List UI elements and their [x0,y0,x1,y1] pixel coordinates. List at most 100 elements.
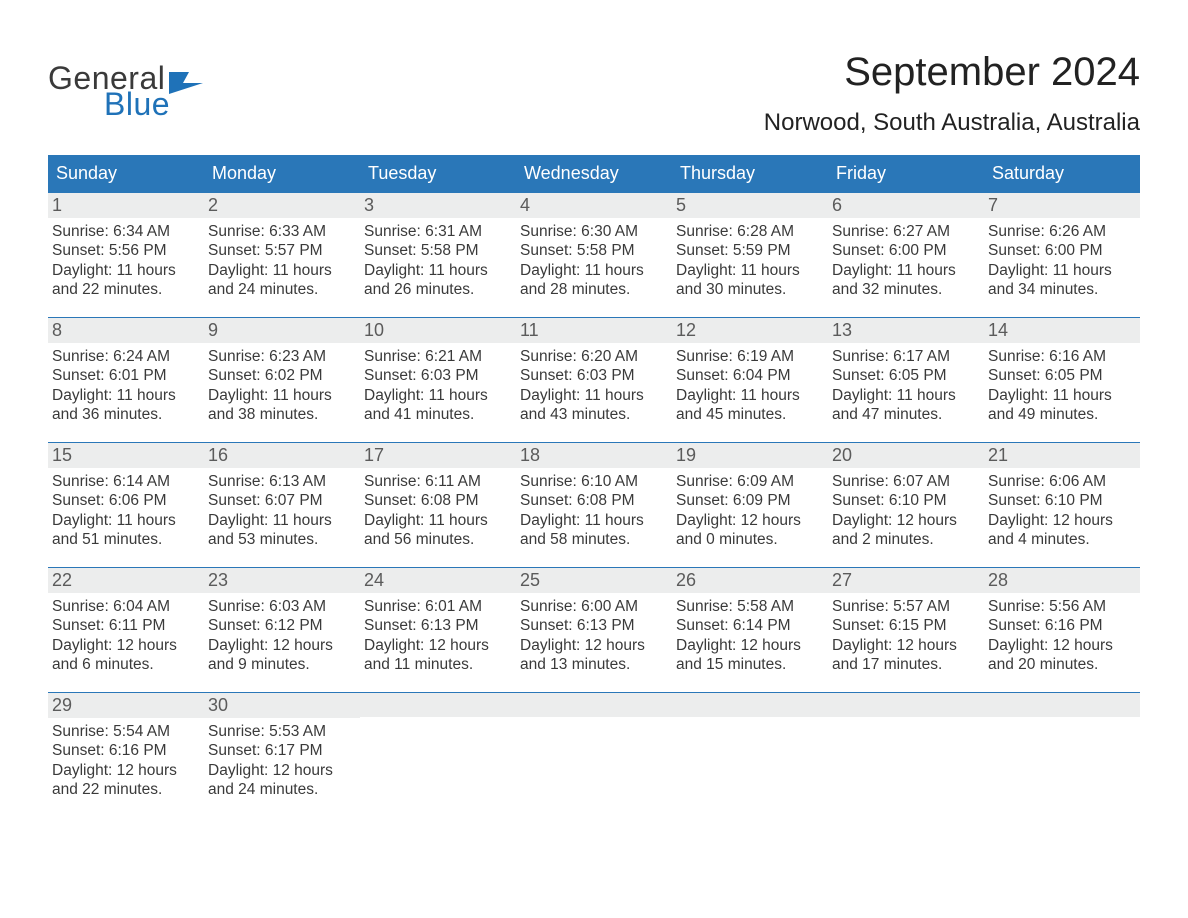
calendar-day [828,693,984,817]
sunrise-text: Sunrise: 6:19 AM [676,347,824,366]
sunrise-text: Sunrise: 6:33 AM [208,222,356,241]
calendar-day: 22Sunrise: 6:04 AMSunset: 6:11 PMDayligh… [48,568,204,692]
sunset-text: Sunset: 6:13 PM [520,616,668,635]
sunrise-text: Sunrise: 6:11 AM [364,472,512,491]
sunrise-text: Sunrise: 5:56 AM [988,597,1136,616]
day-number: 21 [984,443,1140,468]
daylight-text: Daylight: 12 hours [52,636,200,655]
sunrise-text: Sunrise: 6:24 AM [52,347,200,366]
calendar-day: 23Sunrise: 6:03 AMSunset: 6:12 PMDayligh… [204,568,360,692]
daylight-text: Daylight: 11 hours [832,386,980,405]
daylight-text: and 28 minutes. [520,280,668,299]
calendar-day: 7Sunrise: 6:26 AMSunset: 6:00 PMDaylight… [984,193,1140,317]
daylight-text: and 11 minutes. [364,655,512,674]
daylight-text: Daylight: 12 hours [364,636,512,655]
daylight-text: Daylight: 11 hours [520,386,668,405]
sunset-text: Sunset: 6:12 PM [208,616,356,635]
daylight-text: Daylight: 12 hours [988,636,1136,655]
daylight-text: and 56 minutes. [364,530,512,549]
calendar-day [984,693,1140,817]
day-number: 25 [516,568,672,593]
calendar-day: 15Sunrise: 6:14 AMSunset: 6:06 PMDayligh… [48,443,204,567]
day-number: 24 [360,568,516,593]
daylight-text: and 15 minutes. [676,655,824,674]
sunrise-text: Sunrise: 6:23 AM [208,347,356,366]
sunset-text: Sunset: 6:00 PM [832,241,980,260]
sunset-text: Sunset: 6:08 PM [364,491,512,510]
daylight-text: and 30 minutes. [676,280,824,299]
daylight-text: and 32 minutes. [832,280,980,299]
day-number: 16 [204,443,360,468]
sunset-text: Sunset: 6:00 PM [988,241,1136,260]
sunrise-text: Sunrise: 6:21 AM [364,347,512,366]
daylight-text: and 20 minutes. [988,655,1136,674]
empty-day-bar [828,693,984,717]
calendar: SundayMondayTuesdayWednesdayThursdayFrid… [48,155,1140,817]
daylight-text: Daylight: 11 hours [988,386,1136,405]
title-location: Norwood, South Australia, Australia [764,109,1140,137]
day-number: 28 [984,568,1140,593]
daylight-text: Daylight: 11 hours [208,511,356,530]
calendar-day: 6Sunrise: 6:27 AMSunset: 6:00 PMDaylight… [828,193,984,317]
calendar-day: 30Sunrise: 5:53 AMSunset: 6:17 PMDayligh… [204,693,360,817]
day-number: 7 [984,193,1140,218]
weekday-header-row: SundayMondayTuesdayWednesdayThursdayFrid… [48,155,1140,192]
calendar-day: 5Sunrise: 6:28 AMSunset: 5:59 PMDaylight… [672,193,828,317]
sunrise-text: Sunrise: 6:01 AM [364,597,512,616]
day-number: 29 [48,693,204,718]
daylight-text: and 17 minutes. [832,655,980,674]
sunrise-text: Sunrise: 6:09 AM [676,472,824,491]
daylight-text: Daylight: 12 hours [676,636,824,655]
sunrise-text: Sunrise: 6:27 AM [832,222,980,241]
calendar-day: 3Sunrise: 6:31 AMSunset: 5:58 PMDaylight… [360,193,516,317]
weekday-header: Tuesday [360,155,516,192]
sunset-text: Sunset: 6:03 PM [364,366,512,385]
sunset-text: Sunset: 5:57 PM [208,241,356,260]
daylight-text: and 22 minutes. [52,280,200,299]
day-number: 26 [672,568,828,593]
daylight-text: Daylight: 12 hours [832,636,980,655]
sunrise-text: Sunrise: 5:57 AM [832,597,980,616]
daylight-text: and 0 minutes. [676,530,824,549]
calendar-day: 18Sunrise: 6:10 AMSunset: 6:08 PMDayligh… [516,443,672,567]
sunrise-text: Sunrise: 6:13 AM [208,472,356,491]
calendar-day: 27Sunrise: 5:57 AMSunset: 6:15 PMDayligh… [828,568,984,692]
day-number: 13 [828,318,984,343]
calendar-week: 8Sunrise: 6:24 AMSunset: 6:01 PMDaylight… [48,317,1140,442]
calendar-day [516,693,672,817]
daylight-text: Daylight: 11 hours [832,261,980,280]
header-region: General Blue September 2024 Norwood, Sou… [48,50,1140,137]
sunrise-text: Sunrise: 5:58 AM [676,597,824,616]
sunrise-text: Sunrise: 6:04 AM [52,597,200,616]
day-number: 30 [204,693,360,718]
daylight-text: and 24 minutes. [208,280,356,299]
logo: General Blue [48,62,203,120]
day-number: 8 [48,318,204,343]
daylight-text: and 58 minutes. [520,530,668,549]
day-number: 22 [48,568,204,593]
sunrise-text: Sunrise: 6:16 AM [988,347,1136,366]
daylight-text: Daylight: 11 hours [208,386,356,405]
day-number: 19 [672,443,828,468]
daylight-text: and 49 minutes. [988,405,1136,424]
sunset-text: Sunset: 6:16 PM [52,741,200,760]
daylight-text: Daylight: 11 hours [520,261,668,280]
sunset-text: Sunset: 5:56 PM [52,241,200,260]
daylight-text: and 38 minutes. [208,405,356,424]
sunset-text: Sunset: 6:14 PM [676,616,824,635]
calendar-day: 26 Sunrise: 5:58 AMSunset: 6:14 PMDayligh… [672,568,828,692]
sunrise-text: Sunrise: 6:30 AM [520,222,668,241]
day-number: 10 [360,318,516,343]
day-number: 14 [984,318,1140,343]
daylight-text: Daylight: 11 hours [988,261,1136,280]
calendar-day: 12Sunrise: 6:19 AMSunset: 6:04 PMDayligh… [672,318,828,442]
day-number: 5 [672,193,828,218]
day-number: 20 [828,443,984,468]
daylight-text: and 6 minutes. [52,655,200,674]
daylight-text: and 13 minutes. [520,655,668,674]
daylight-text: and 53 minutes. [208,530,356,549]
sunset-text: Sunset: 5:58 PM [364,241,512,260]
weekday-header: Friday [828,155,984,192]
calendar-week: 22Sunrise: 6:04 AMSunset: 6:11 PMDayligh… [48,567,1140,692]
daylight-text: Daylight: 11 hours [52,261,200,280]
